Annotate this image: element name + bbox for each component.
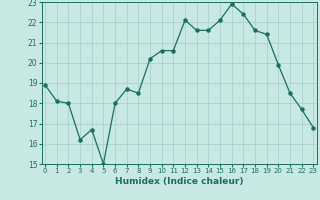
X-axis label: Humidex (Indice chaleur): Humidex (Indice chaleur) bbox=[115, 177, 244, 186]
